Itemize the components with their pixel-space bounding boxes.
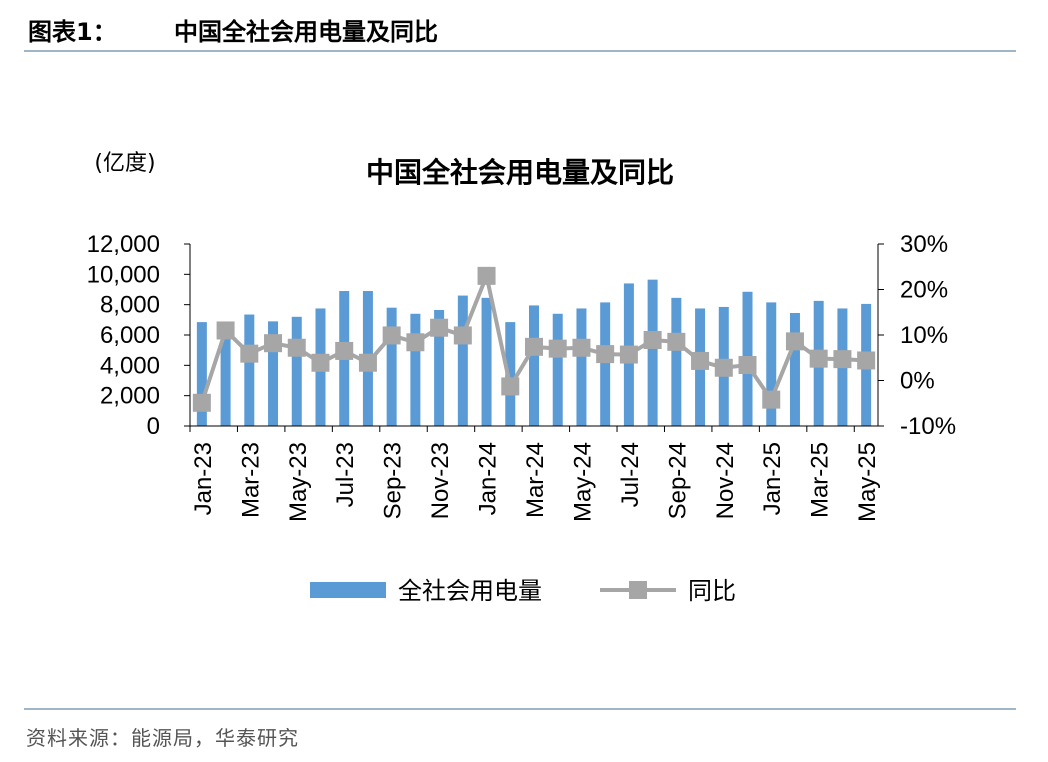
- yoy-marker-Jul-24: [619, 345, 638, 364]
- x-tick-label: Nov-23: [427, 442, 454, 519]
- bar-Mar-24: [529, 305, 539, 426]
- yoy-marker-May-23: [287, 338, 306, 357]
- legend-swatch-bars: [310, 582, 386, 598]
- x-tick-label: Mar-24: [522, 442, 549, 518]
- bar-Sep-24: [671, 297, 682, 426]
- yoy-marker-Apr-23: [264, 334, 283, 353]
- yoy-marker-Mar-25: [809, 349, 828, 368]
- x-tick-label: Sep-24: [664, 442, 691, 519]
- yoy-marker-Oct-23: [406, 333, 425, 352]
- yoy-marker-Dec-23: [453, 326, 472, 345]
- bar-Apr-23: [268, 321, 279, 426]
- bar-Nov-23: [434, 309, 445, 426]
- legend-label-bars: 全社会用电量: [398, 577, 542, 605]
- bar-Oct-23: [410, 313, 421, 426]
- yoy-marker-Jan-24: [477, 266, 496, 285]
- yoy-marker-Jan-23: [192, 393, 211, 412]
- yoy-marker-Jan-25: [762, 390, 781, 409]
- x-tick-label: Nov-24: [712, 442, 739, 519]
- x-tick-label: May-24: [569, 442, 596, 522]
- yoy-marker-Apr-25: [833, 350, 852, 369]
- y-left-tick-label: 8,000: [100, 292, 160, 319]
- y-left-tick-label: 12,000: [87, 231, 160, 258]
- y-left-unit-label: (亿度): [94, 151, 155, 176]
- yoy-marker-Sep-23: [382, 326, 401, 345]
- bar-May-23: [291, 316, 302, 426]
- legend-label-yoy: 同比: [688, 577, 736, 605]
- x-tick-label: May-25: [854, 442, 881, 522]
- chart-area: 中国全社会用电量及同比 (亿度) 0 2,000 4,000 6,000 8,000 10…: [0, 52, 1048, 708]
- bar-Feb-23: [220, 331, 231, 426]
- bar-Dec-23: [457, 295, 468, 426]
- x-tick-label: Mar-25: [807, 442, 834, 518]
- figure-label: 图表1：: [28, 18, 117, 46]
- legend-marker-yoy: [629, 581, 647, 599]
- bar-Jun-24: [600, 302, 611, 426]
- yoy-marker-Feb-24: [501, 377, 520, 396]
- x-tick-label: Jan-23: [190, 442, 217, 515]
- yoy-marker-Jun-24: [596, 345, 615, 364]
- bar-Jan-23: [196, 322, 207, 426]
- y-left-tick-label: 10,000: [87, 261, 160, 288]
- yoy-marker-May-24: [572, 338, 591, 357]
- x-tick-label: Jan-24: [475, 442, 502, 515]
- y-right-tick-label: 0%: [900, 368, 935, 395]
- x-tick-label: Jul-24: [617, 442, 644, 507]
- y-left-tick-label: 6,000: [100, 322, 160, 349]
- yoy-marker-Oct-24: [691, 351, 710, 370]
- chart-title: 中国全社会用电量及同比: [366, 156, 674, 189]
- y-left-tick-label: 2,000: [100, 383, 160, 410]
- figure-title: 中国全社会用电量及同比: [174, 18, 438, 46]
- yoy-marker-Mar-23: [240, 344, 259, 363]
- plot-area: 0 2,000 4,000 6,000 8,000 10,000 12,000 -10% 0% 1…: [87, 231, 956, 605]
- bar-Jan-25: [766, 302, 777, 426]
- bar-Feb-24: [505, 322, 516, 426]
- x-tick-label: Jan-25: [759, 442, 786, 515]
- y-left-tick-label: 0: [147, 413, 160, 440]
- x-tick-label: Mar-23: [237, 442, 264, 518]
- yoy-marker-Mar-24: [525, 337, 543, 356]
- y-right-tick-label: 20%: [900, 277, 948, 304]
- y-right-tick-label: -10%: [900, 413, 956, 440]
- yoy-marker-Jun-23: [311, 353, 330, 372]
- y-right-tick-label: 10%: [900, 322, 948, 349]
- yoy-marker-Aug-23: [358, 353, 377, 372]
- yoy-marker-Apr-24: [548, 339, 567, 358]
- bar-Apr-24: [552, 313, 563, 426]
- x-tick-label: Sep-23: [380, 442, 407, 519]
- y-right-tick-label: 30%: [900, 231, 948, 258]
- figure-footer: 资料来源：能源局，华泰研究: [24, 708, 1016, 762]
- bar-Sep-23: [386, 307, 397, 426]
- bar-Jan-24: [481, 297, 492, 426]
- combo-chart: 中国全社会用电量及同比 (亿度) 0 2,000 4,000 6,000 8,000 10…: [87, 151, 956, 605]
- x-tick-label: May-23: [285, 442, 312, 522]
- y-left-tick-label: 4,000: [100, 352, 160, 379]
- yoy-marker-Sep-24: [667, 332, 686, 351]
- bar-Feb-25: [789, 313, 800, 426]
- yoy-marker-Feb-25: [785, 332, 804, 351]
- yoy-marker-Jul-23: [335, 341, 354, 360]
- source-note: 资料来源：能源局，华泰研究: [26, 726, 299, 750]
- yoy-marker-Nov-24: [714, 358, 733, 377]
- yoy-marker-Nov-23: [430, 318, 449, 337]
- figure-header: 图表1： 中国全社会用电量及同比: [24, 0, 1016, 52]
- bar-Mar-23: [244, 314, 255, 426]
- bar-May-24: [576, 308, 587, 426]
- bar-Aug-24: [647, 279, 658, 426]
- yoy-marker-May-25: [857, 351, 876, 370]
- yoy-marker-Feb-23: [216, 321, 235, 340]
- x-tick-label: Jul-23: [332, 442, 359, 507]
- yoy-marker-Dec-24: [738, 356, 757, 375]
- yoy-marker-Aug-24: [643, 331, 662, 350]
